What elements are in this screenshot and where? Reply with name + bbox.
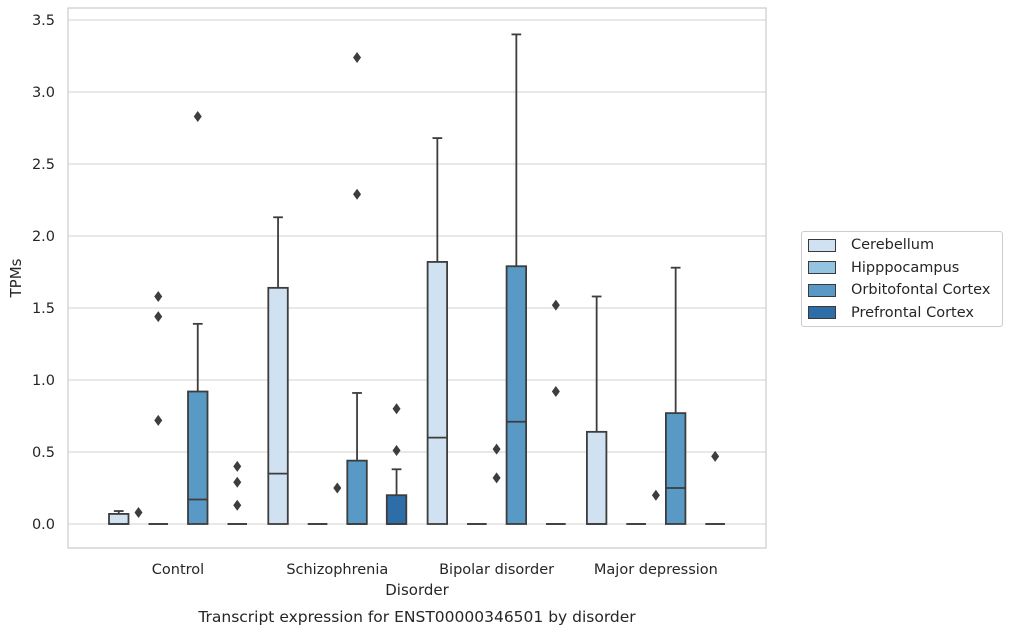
y-tick-label: 3.5 xyxy=(32,13,55,29)
plot-area-frame xyxy=(67,7,767,549)
outlier-point xyxy=(154,414,163,426)
box xyxy=(108,510,130,525)
outlier-point xyxy=(353,51,362,63)
x-tick-label: Bipolar disorder xyxy=(439,562,554,578)
box-body xyxy=(426,261,449,525)
y-tick-label: 2.5 xyxy=(32,157,55,173)
box xyxy=(426,137,449,525)
outlier-point xyxy=(333,482,342,494)
x-tick-labels: Control Schizophrenia Bipolar disorder Majo… xyxy=(152,562,718,578)
y-tick-labels: 0.0 0.5 1.0 1.5 2.0 2.5 3.0 3.5 xyxy=(32,13,55,533)
y-tick-label: 1.0 xyxy=(32,373,55,389)
boxes xyxy=(108,33,725,525)
x-tick-label: Major depression xyxy=(594,562,718,578)
box-body xyxy=(586,430,608,525)
box xyxy=(586,295,608,525)
box xyxy=(385,468,408,525)
box xyxy=(187,322,209,525)
outlier-point xyxy=(651,489,660,501)
legend-swatch-cerebellum xyxy=(808,238,836,252)
outlier-point xyxy=(492,443,501,455)
outlier-point xyxy=(134,506,143,518)
y-tick-label: 2.0 xyxy=(32,229,55,245)
chart-caption: Transcript expression for ENST0000034650… xyxy=(197,608,636,626)
box-body xyxy=(665,412,687,525)
outlier-point xyxy=(353,188,362,200)
legend-swatch-hippocampus xyxy=(808,261,836,274)
box xyxy=(346,392,368,525)
outlier-point xyxy=(193,110,202,122)
outlier-point xyxy=(492,472,501,484)
legend-label-hippocampus: Hipppocampus xyxy=(851,259,960,276)
legend-item-hippocampus: Hipppocampus xyxy=(808,258,959,278)
outlier-point xyxy=(233,499,242,511)
outlier-point xyxy=(392,403,401,415)
legend: Cerebellum Hipppocampus Orbitofontal Cor… xyxy=(801,231,1003,327)
y-tick-label: 3.0 xyxy=(32,85,55,101)
legend-item-prefrontal-cortex: Prefrontal Cortex xyxy=(808,303,974,323)
y-tick-label: 0.5 xyxy=(32,445,55,461)
outlier-point xyxy=(551,299,560,311)
legend-label-prefrontal-cortex: Prefrontal Cortex xyxy=(851,304,974,321)
outlier-point xyxy=(551,386,560,398)
box xyxy=(505,33,528,525)
x-tick-label: Control xyxy=(152,562,204,578)
x-tick-label: Schizophrenia xyxy=(286,562,388,578)
outlier-point xyxy=(711,450,720,462)
box xyxy=(665,266,687,525)
legend-label-orbitofrontal-cortex: Orbitofontal Cortex xyxy=(851,282,991,298)
gridlines xyxy=(68,19,766,525)
box-body xyxy=(346,459,368,525)
legend-swatch-prefrontal-cortex xyxy=(808,306,836,319)
outlier-point xyxy=(233,460,242,472)
legend-item-cerebellum: Cerebellum xyxy=(808,235,934,255)
outlier-point xyxy=(392,445,401,457)
y-tick-label: 1.5 xyxy=(32,301,55,317)
legend-item-orbitofrontal-cortex: Orbitofontal Cortex xyxy=(808,280,990,300)
outlier-point xyxy=(233,476,242,488)
box-body xyxy=(505,265,528,525)
box-body xyxy=(385,494,408,525)
y-axis-label: TPMs xyxy=(7,258,25,298)
x-axis-label: Disorder xyxy=(385,581,449,599)
box-body xyxy=(267,286,289,525)
y-tick-label: 0.0 xyxy=(32,517,55,533)
box xyxy=(267,216,289,525)
legend-label-cerebellum: Cerebellum xyxy=(851,237,935,253)
legend-swatch-orbitofrontal-cortex xyxy=(808,283,836,297)
box-body xyxy=(187,390,209,525)
outlier-point xyxy=(154,290,163,302)
outlier-point xyxy=(154,311,163,323)
box-body xyxy=(108,513,130,525)
